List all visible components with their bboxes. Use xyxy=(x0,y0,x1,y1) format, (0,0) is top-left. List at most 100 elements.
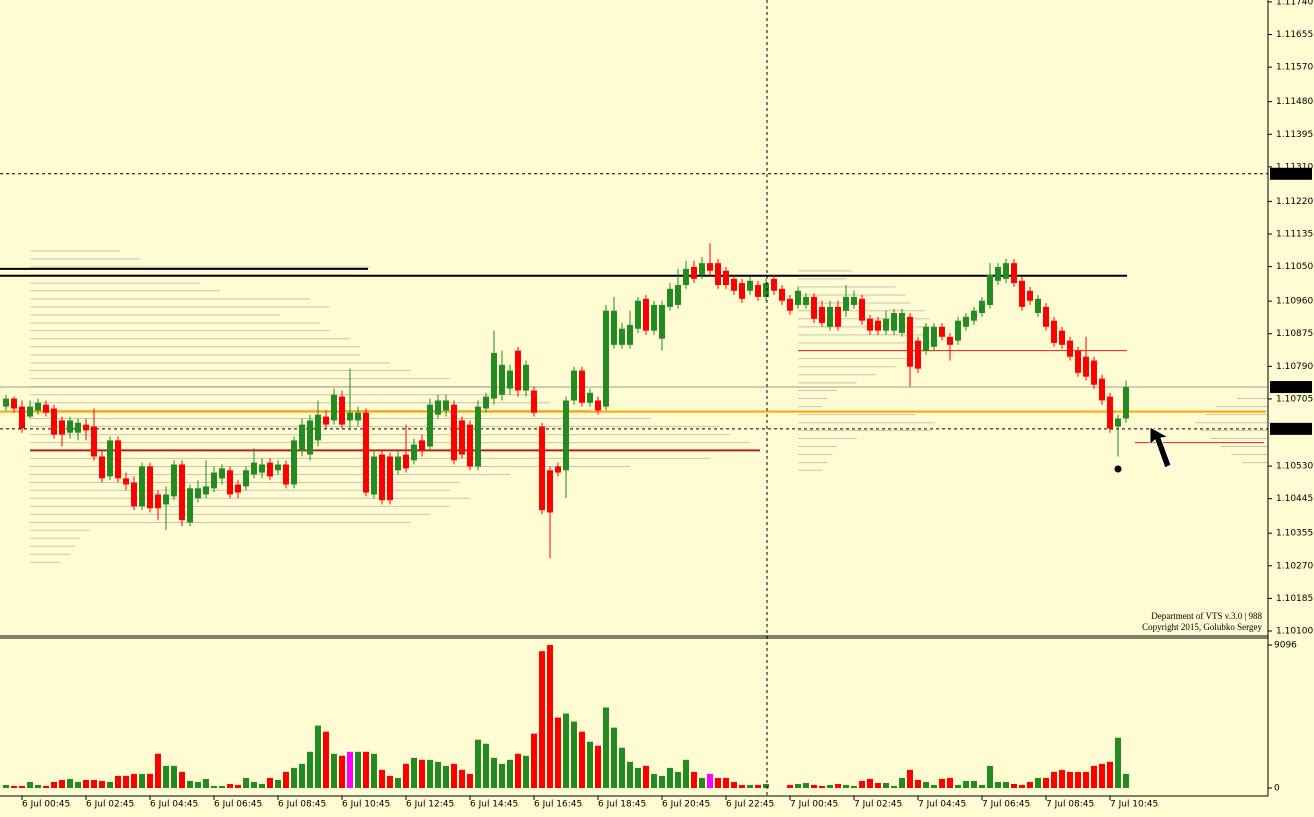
volume-bar xyxy=(163,765,169,788)
volume-bar xyxy=(91,779,97,788)
candle-body xyxy=(739,283,745,299)
candle-body xyxy=(347,412,353,421)
candle-body xyxy=(587,392,593,403)
y-tick-label: 1.11655 xyxy=(1276,30,1313,40)
volume-bar xyxy=(763,783,769,788)
candle-body xyxy=(467,424,473,467)
candle-body xyxy=(955,320,961,341)
volume-bar xyxy=(931,784,937,788)
volume-bar xyxy=(395,777,401,788)
candle-body xyxy=(91,426,97,457)
volume-bar xyxy=(99,780,105,788)
candle-body xyxy=(763,283,769,297)
candle-body xyxy=(923,326,929,351)
y-tick-label: 1.10705 xyxy=(1276,394,1313,404)
volume-bar xyxy=(219,785,225,788)
volume-bar xyxy=(147,773,153,788)
candle-body xyxy=(1003,263,1009,279)
volume-bar xyxy=(379,769,385,788)
volume-bar xyxy=(891,785,897,788)
candle-body xyxy=(27,406,33,417)
volume-bar xyxy=(835,783,841,788)
y-tick-label: 1.10960 xyxy=(1276,297,1313,307)
volume-bar xyxy=(299,763,305,788)
candle-body xyxy=(1099,378,1105,401)
candle-body xyxy=(867,318,873,331)
candle-body xyxy=(635,300,641,329)
volume-bar xyxy=(507,759,513,788)
volume-bar xyxy=(1107,761,1113,788)
candle-body xyxy=(979,300,985,314)
candle-body xyxy=(1083,356,1089,377)
y-tick-label: 1.11220 xyxy=(1276,197,1313,207)
volume-bar xyxy=(635,767,641,788)
volume-tick-label: 0 xyxy=(1274,784,1280,794)
volume-bar xyxy=(243,777,249,788)
volume-bar xyxy=(955,784,961,788)
volume-bar xyxy=(987,765,993,788)
candle-body xyxy=(187,488,193,523)
candle-body xyxy=(179,464,185,521)
marker-dot xyxy=(1114,465,1122,473)
volume-bar xyxy=(587,741,593,788)
volume-bar xyxy=(459,769,465,788)
candle-body xyxy=(1011,263,1017,284)
x-tick-label: 7 Jul 10:45 xyxy=(1110,800,1158,810)
candle-body xyxy=(491,352,497,399)
volume-bar xyxy=(995,781,1001,788)
candle-body xyxy=(963,316,969,327)
volume-bar xyxy=(115,775,121,788)
credit-line: Copyright 2015, Golubko Sergey xyxy=(1142,622,1262,632)
candle-body xyxy=(659,304,665,339)
candle-body xyxy=(515,350,521,391)
candle-body xyxy=(1043,306,1049,327)
candle-body xyxy=(915,340,921,369)
volume-bar xyxy=(419,759,425,788)
volume-bar xyxy=(347,751,353,788)
volume-bar xyxy=(211,785,217,788)
volume-bar xyxy=(387,775,393,788)
volume-bar xyxy=(179,771,185,788)
candle-body xyxy=(331,394,337,421)
volume-bar xyxy=(899,777,905,788)
volume-bar xyxy=(411,757,417,788)
candle-body xyxy=(1107,396,1113,429)
volume-bar xyxy=(755,784,761,788)
candle-body xyxy=(771,278,777,291)
candle-body xyxy=(899,313,905,333)
volume-bar xyxy=(579,731,585,788)
x-tick-label: 6 Jul 08:45 xyxy=(278,800,326,810)
x-tick-label: 6 Jul 00:45 xyxy=(22,800,70,810)
candle-body xyxy=(715,263,721,286)
y-tick-label: 1.11480 xyxy=(1276,97,1313,107)
x-tick-label: 6 Jul 22:45 xyxy=(726,800,774,810)
volume-bar xyxy=(83,779,89,788)
candle-body xyxy=(1027,290,1033,301)
volume-bar xyxy=(187,780,193,788)
candle-body xyxy=(291,440,297,485)
y-tick-label: 1.11310 xyxy=(1276,162,1313,172)
volume-bar xyxy=(67,778,73,788)
price-levels xyxy=(0,173,1268,452)
candle-body xyxy=(843,296,849,311)
candle-body xyxy=(907,316,913,367)
price-marker-box xyxy=(1270,167,1312,180)
candle-body xyxy=(1115,418,1121,427)
candle-body xyxy=(219,468,225,479)
volume-bar xyxy=(979,784,985,788)
y-tick-label: 1.11740 xyxy=(1276,0,1313,7)
candle-body xyxy=(883,318,889,331)
candle-body xyxy=(3,398,9,407)
candle-body xyxy=(723,270,729,286)
x-tick-label: 7 Jul 02:45 xyxy=(854,800,902,810)
volume-bar xyxy=(1115,737,1121,788)
candle-body xyxy=(195,488,201,499)
volume-bar xyxy=(1123,773,1129,788)
volume-bar xyxy=(619,747,625,788)
candle-body xyxy=(115,440,121,479)
mouse-cursor xyxy=(1149,426,1172,469)
candle-body xyxy=(1091,360,1097,385)
candle-body xyxy=(395,456,401,471)
candle-body xyxy=(555,466,561,473)
candle-body xyxy=(1035,298,1041,314)
